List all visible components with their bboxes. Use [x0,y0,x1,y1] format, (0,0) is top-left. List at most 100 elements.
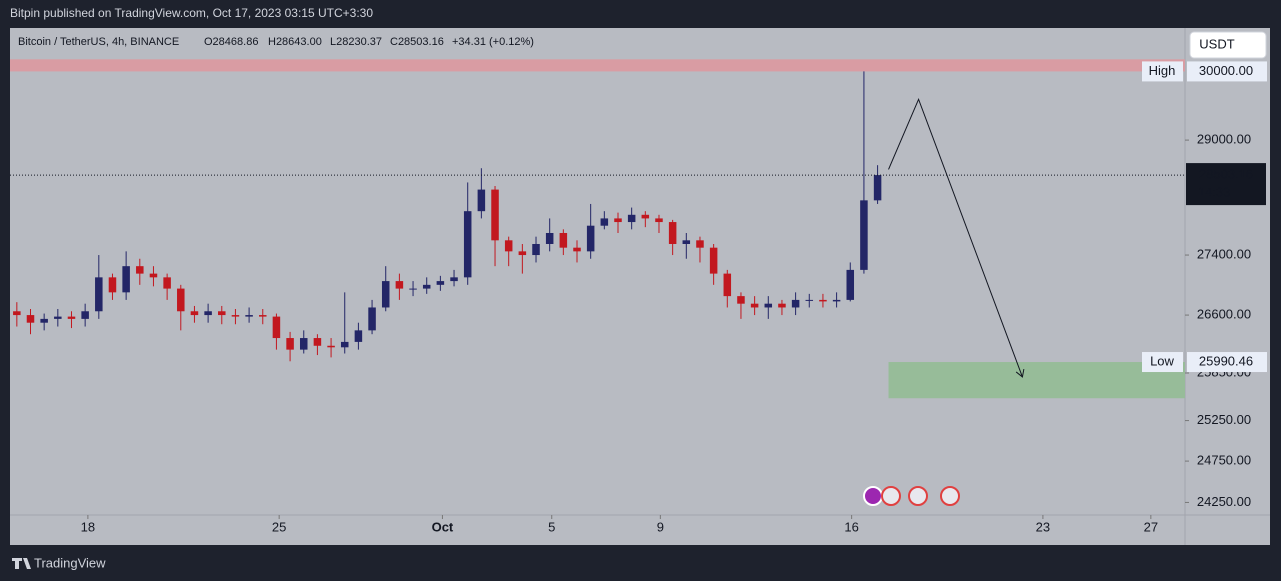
candle-body [655,218,663,223]
event-icon [908,486,928,506]
candle-body [272,316,281,339]
candle-body [600,218,609,226]
candle-body [668,222,677,244]
candle-body [791,299,800,308]
x-tick-label: Oct [432,519,454,534]
candle-body [586,225,595,252]
candle-body [245,315,253,317]
x-tick-label: 5 [548,519,555,534]
candle-body [381,281,390,308]
candle-body [778,303,786,308]
zone [10,59,1185,72]
candle-body [81,311,89,319]
candle-body [286,338,294,350]
candle-body [805,299,814,301]
candle-body [136,266,144,274]
chart-panel [10,28,1270,545]
candle-body [368,307,376,331]
candle-body [26,315,35,323]
currency: USDT [1199,36,1234,51]
zone-price-tag [1187,61,1267,82]
candle-body [313,338,322,346]
legend-close: C28503.16 [390,36,444,48]
x-tick-label: 18 [81,519,95,534]
candle-body [696,240,704,248]
x-tick-label: 23 [1036,519,1050,534]
last-price: 28503.16 [1199,167,1253,182]
candle-body [163,277,171,289]
zone-tag [1142,61,1183,82]
x-tick-label: 27 [1144,519,1158,534]
candle-body [860,200,868,270]
candle-body [819,299,827,302]
publish-note: Bitpin published on TradingView.com, Oct… [10,6,373,20]
candle-body [436,281,445,285]
zone [888,362,1185,399]
candle-body [108,277,117,293]
y-tick-label: 25250.00 [1197,412,1251,427]
zone-tag [1142,352,1183,373]
candle-body [40,318,48,323]
y-tick-label: 24750.00 [1197,453,1251,468]
candle-body [409,288,417,290]
candle-body [95,277,103,312]
x-tick-label: 16 [844,519,858,534]
candle-body [177,288,185,312]
legend-open: O28468.86 [204,36,258,48]
candle-body [573,247,581,252]
candle-body [545,232,554,244]
candle-body [204,311,212,316]
candle-body [231,315,240,317]
countdown: 14:33 [1198,185,1231,200]
symbol-legend: Bitcoin / TetherUS, 4h, BINANCE O28468.8… [18,36,534,48]
candle-body [627,214,636,223]
candle-body [54,316,62,319]
candle-body [340,341,349,348]
plot: 29000.0027400.0026600.0025850.0025250.00… [10,59,1267,534]
x-tick-label: 25 [272,519,286,534]
legend-low: L28230.37 [330,36,382,48]
last-price-tag [1186,163,1266,206]
candle-body [190,311,199,316]
candle-body [832,299,841,302]
zone-name: High [1149,63,1176,78]
event-icon [863,486,883,506]
candle-body [450,277,458,282]
y-tick-label: 29000.00 [1197,132,1251,147]
candle-body [13,311,21,316]
y-tick-label: 26600.00 [1197,307,1251,322]
candle-body [395,281,404,289]
candle-body [518,251,527,256]
candle-body [463,211,472,278]
candle-body [299,338,308,350]
projection-path [888,97,1023,378]
candle-body [846,269,855,300]
x-tick-label: 9 [657,519,664,534]
event-icon [881,486,901,506]
candle-body [750,303,759,308]
currency-button[interactable] [1189,31,1267,59]
projection-arrowhead [1015,368,1025,378]
candle-body [559,232,568,248]
zone-name: Low [1150,353,1174,368]
candle-body [354,330,363,342]
y-tick-label: 27400.00 [1197,246,1251,261]
candle-body [218,311,226,316]
candle-body [259,315,267,317]
candle-body [477,189,486,212]
legend-change: +34.31 (+0.12%) [452,36,534,48]
candle-body [491,189,499,241]
event-icon [940,486,960,506]
candle-body [682,240,691,244]
candle-body [122,266,130,293]
brand-logo [12,558,31,569]
zone-price: 25990.46 [1199,353,1253,368]
candle-body [504,240,513,252]
candle-body [723,273,732,297]
candle-body [532,243,540,256]
candle-body [709,247,718,274]
candle-body [764,303,773,308]
legend-high: H28643.00 [268,36,322,48]
